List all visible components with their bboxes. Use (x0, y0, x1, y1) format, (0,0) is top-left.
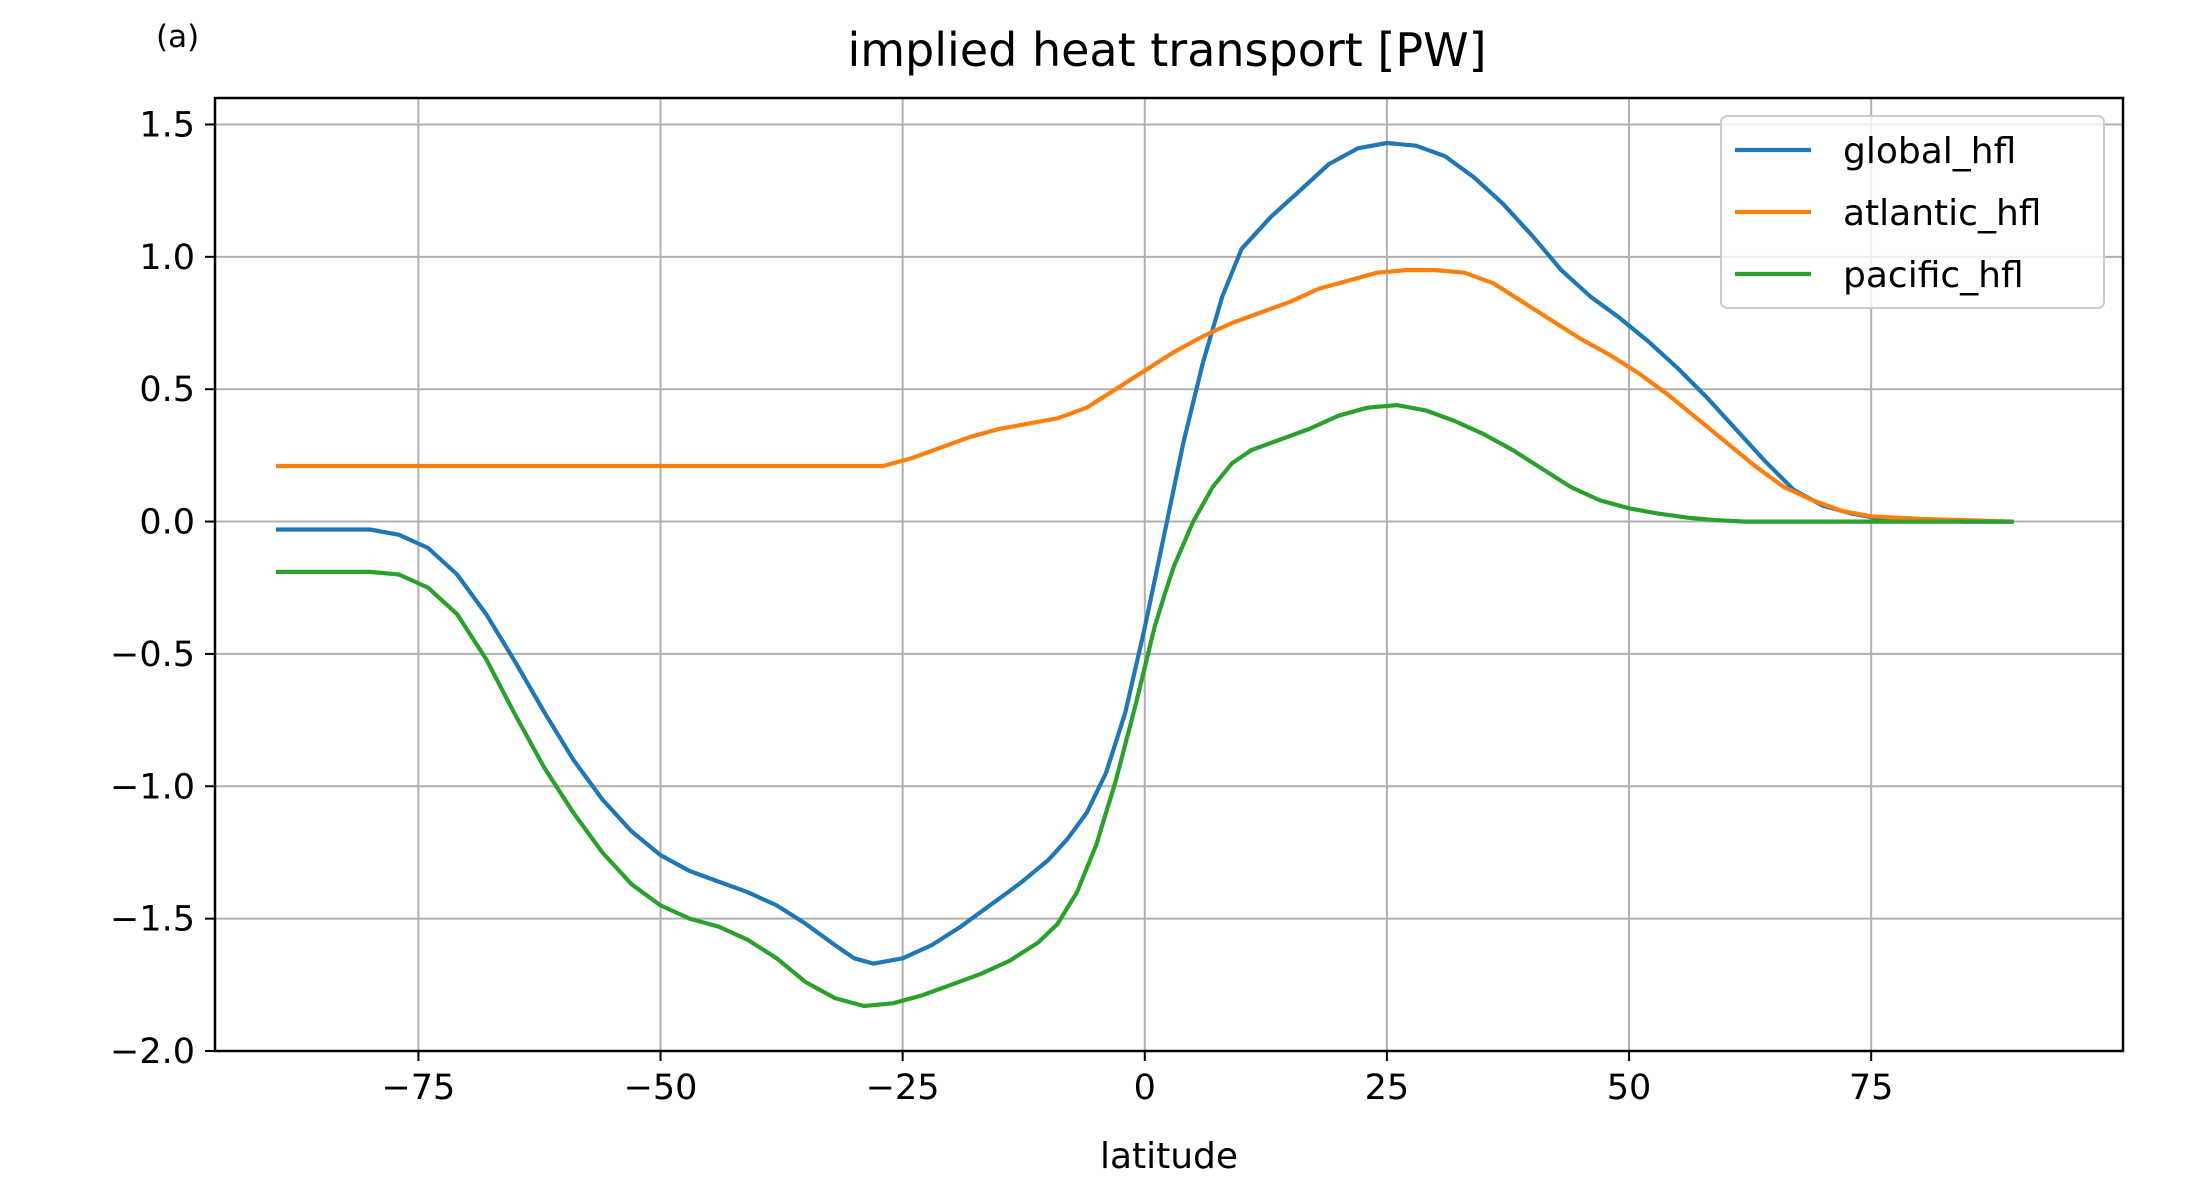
y-tick-label-minus-2-0: −2.0 (110, 1032, 195, 1072)
y-tick-label-0-0: 0.0 (139, 503, 195, 543)
x-axis-label: latitude (1100, 1136, 1238, 1177)
x-tick-label-minus-75: −75 (381, 1068, 455, 1108)
x-tick-label-minus-50: −50 (624, 1068, 698, 1108)
x-tick-label-75: 75 (1849, 1068, 1894, 1108)
legend-box (1720, 115, 2105, 309)
x-tick-label-25: 25 (1365, 1068, 1410, 1108)
legend-label-atlantic-hfl: atlantic_hfl (1843, 193, 2041, 234)
chart-title: implied heat transport [PW] (847, 23, 1486, 77)
y-tick-label-1-0: 1.0 (139, 238, 195, 278)
y-tick-label-0-5: 0.5 (139, 370, 195, 410)
x-tick-label-50: 50 (1607, 1068, 1652, 1108)
y-axis: 1.5 1.0 0.5 0.0 −0.5 −1.0 −1.5 −2.0 (110, 105, 215, 1072)
x-tick-label-minus-25: −25 (866, 1068, 940, 1108)
y-tick-label-minus-1-5: −1.5 (110, 900, 195, 940)
x-axis: −75 −50 −25 0 25 50 75 (381, 1051, 1893, 1108)
legend-label-global-hfl: global_hfl (1843, 131, 2016, 172)
legend-label-pacific-hfl: pacific_hfl (1843, 255, 2024, 296)
y-tick-label-minus-1-0: −1.0 (110, 767, 195, 807)
panel-label: (a) (156, 19, 199, 55)
legend: global_hfl atlantic_hfl pacific_hfl (1720, 115, 2105, 309)
series-line-global-hfl (275, 140, 2014, 966)
plot-lines (275, 140, 2014, 1009)
series-line-atlantic-hfl (275, 268, 2014, 524)
y-tick-label-minus-0-5: −0.5 (110, 635, 195, 675)
y-tick-label-1-5: 1.5 (139, 105, 195, 145)
x-tick-label-0: 0 (1134, 1068, 1156, 1108)
axes-frame (213, 96, 2125, 1053)
series-line-pacific-hfl (275, 403, 2014, 1009)
